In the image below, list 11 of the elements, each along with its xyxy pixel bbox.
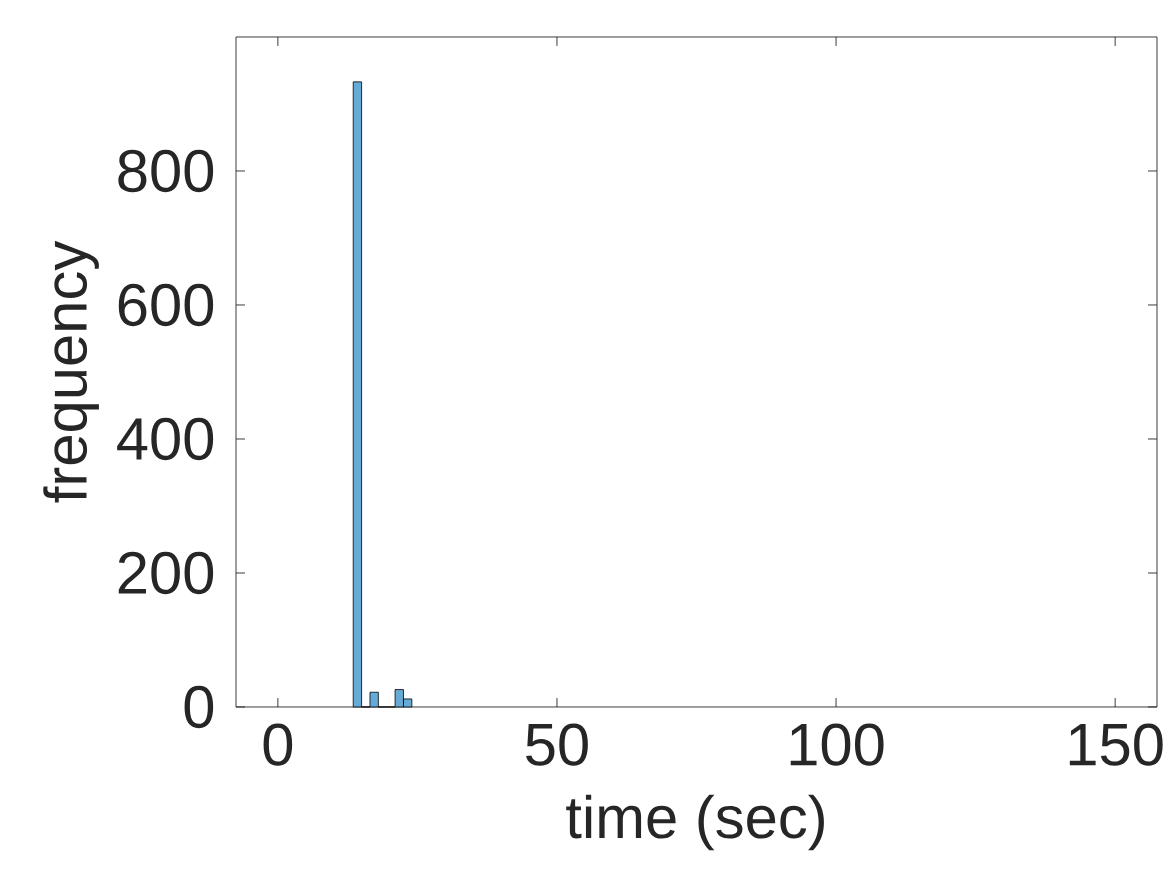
y-tick-label: 600 bbox=[118, 283, 214, 327]
x-tick-label: 0 bbox=[263, 723, 293, 766]
y-tick-label: 800 bbox=[118, 149, 214, 193]
x-tick-label: 150 bbox=[1069, 723, 1163, 766]
y-axis-title: frequency bbox=[43, 240, 99, 503]
y-tick-label: 200 bbox=[118, 551, 214, 595]
y-tick-label: 0 bbox=[184, 685, 214, 729]
x-tick-label: 50 bbox=[526, 723, 588, 766]
x-tick-label: 100 bbox=[790, 723, 884, 766]
y-tick-label: 400 bbox=[117, 417, 214, 461]
x-axis-title: time (sec) bbox=[566, 794, 824, 851]
